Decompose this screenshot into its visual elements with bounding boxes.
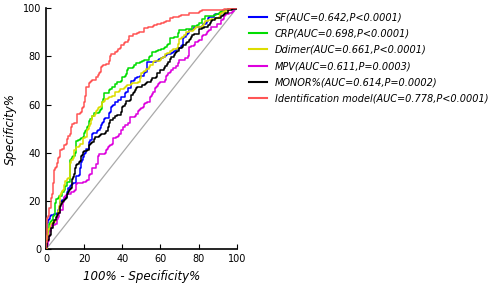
Y-axis label: Specificity%: Specificity% [4,93,17,165]
Legend: SF(AUC=0.642,P<0.0001), CRP(AUC=0.698,P<0.0001), Ddimer(AUC=0.661,P<0.0001), MPV: SF(AUC=0.642,P<0.0001), CRP(AUC=0.698,P<… [246,8,492,108]
X-axis label: 100% - Specificity%: 100% - Specificity% [82,270,200,283]
